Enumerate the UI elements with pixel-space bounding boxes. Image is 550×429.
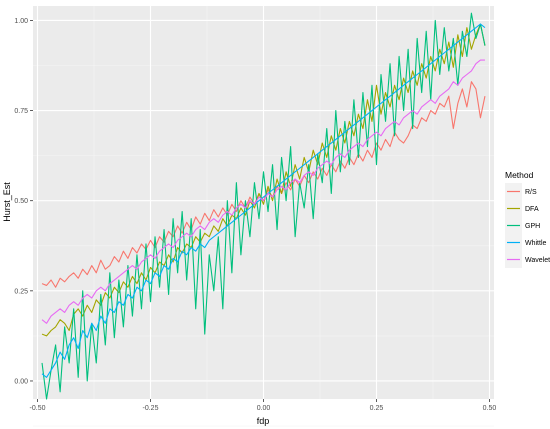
y-tick-label: 0.75 [14, 108, 28, 115]
y-tick-label: 1.00 [14, 18, 28, 25]
x-tick-label: -0.25 [143, 405, 159, 412]
grid-major [33, 6, 494, 399]
x-axis-title: fdp [257, 416, 270, 426]
x-tick-label: 0.50 [483, 405, 497, 412]
y-axis-title: Hurst_Est [2, 182, 12, 222]
legend-item-whittle: Whittle [505, 234, 547, 251]
y-axis-ticks: 0.00 0.25 0.50 0.75 1.00 [14, 18, 33, 385]
series-line-dfa [41, 23, 486, 337]
series-lines [41, 12, 486, 400]
legend-label: DFA [525, 206, 539, 213]
legend-item-gph: GPH [505, 217, 540, 234]
series-line-wavelet [41, 59, 485, 324]
x-tick-label: -0.50 [30, 405, 46, 412]
legend-title: Method [505, 170, 534, 180]
legend-item-wavelet: Wavelet [505, 251, 550, 268]
y-tick-label: 0.50 [14, 198, 28, 205]
legend-item-dfa: DFA [505, 200, 539, 217]
legend-label: GPH [525, 223, 540, 230]
x-axis-ticks: -0.50 -0.25 0.00 0.25 0.50 [30, 399, 497, 412]
legend-item-r-s: R/S [505, 183, 537, 200]
legend-items: R/S DFA GPH Whittle Wavelet [505, 183, 550, 268]
y-tick-label: 0.25 [14, 288, 28, 295]
legend-label: R/S [525, 189, 537, 196]
legend: Method R/S DFA GPH Whittle Wavelet [505, 170, 550, 268]
legend-label: Wavelet [525, 257, 550, 264]
x-tick-label: 0.25 [370, 405, 384, 412]
series-line-whittle [41, 23, 486, 378]
series-line-gph [41, 12, 486, 400]
y-tick-label: 0.00 [14, 378, 28, 385]
x-tick-label: 0.00 [257, 405, 271, 412]
legend-label: Whittle [525, 240, 547, 247]
